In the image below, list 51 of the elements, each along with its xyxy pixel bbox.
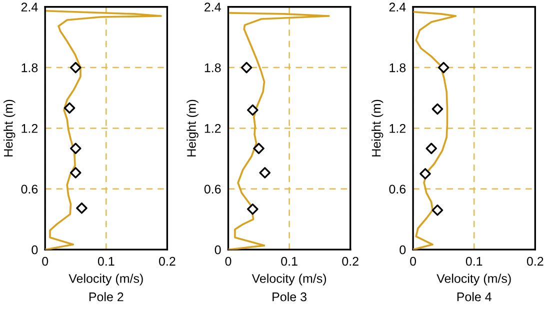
y-tick-label: 2.4 (204, 2, 221, 12)
line-series (413, 11, 457, 250)
point (70, 142, 82, 154)
y-axis-title: Height (m) (4, 100, 16, 156)
x-tick-label: 0.1 (466, 256, 482, 266)
x-axis-title: Velocity (m/s) (68, 274, 143, 286)
x-tick-label: 0 (42, 256, 48, 266)
point (432, 103, 444, 115)
point (432, 204, 444, 216)
point (438, 62, 450, 74)
text: Pole 2 (89, 292, 124, 302)
y-axis-title: Height (m) (186, 100, 198, 156)
y-tick-label: 0 (400, 245, 406, 254)
y-tick-label: 2.4 (389, 2, 406, 12)
y-tick-label: 1.8 (22, 63, 38, 72)
point (70, 62, 82, 74)
text: Pole 3 (272, 292, 306, 302)
x-tick-label: 0.2 (526, 256, 544, 266)
x-axis-title: Velocity (m/s) (252, 274, 326, 286)
x-tick-label: 0.1 (281, 256, 298, 266)
point (253, 142, 264, 154)
y-tick-label: 1.2 (22, 124, 38, 133)
x-tick-label: 0.2 (159, 256, 176, 266)
y-tick-label: 0.6 (389, 184, 406, 194)
point (240, 62, 252, 74)
point (76, 202, 88, 214)
x-tick-label: 0 (225, 256, 232, 266)
point (247, 204, 258, 215)
point (426, 142, 438, 154)
y-tick-label: 0 (214, 245, 221, 254)
point (64, 102, 76, 114)
x-tick-label: 0.2 (342, 256, 358, 266)
line-series (45, 10, 162, 250)
y-axis-title: Height (m) (372, 100, 384, 156)
x-axis-title: Velocity (m/s) (436, 274, 511, 286)
point (420, 168, 431, 180)
y-tick-label: 0.6 (21, 184, 38, 194)
y-tick-label: 1.8 (204, 63, 221, 72)
y-tick-label: 1.2 (390, 124, 406, 133)
point (70, 167, 82, 178)
y-tick-label: 2.4 (21, 2, 38, 12)
point (247, 104, 258, 116)
y-tick-label: 1.2 (204, 124, 221, 133)
y-tick-label: 0 (32, 245, 38, 254)
text: Pole 4 (457, 292, 492, 302)
y-tick-label: 0.6 (204, 184, 221, 194)
x-tick-label: 0.1 (98, 256, 114, 266)
point (259, 167, 271, 178)
x-tick-label: 0 (410, 256, 416, 266)
line-series (228, 12, 330, 250)
y-tick-label: 1.8 (390, 63, 406, 72)
